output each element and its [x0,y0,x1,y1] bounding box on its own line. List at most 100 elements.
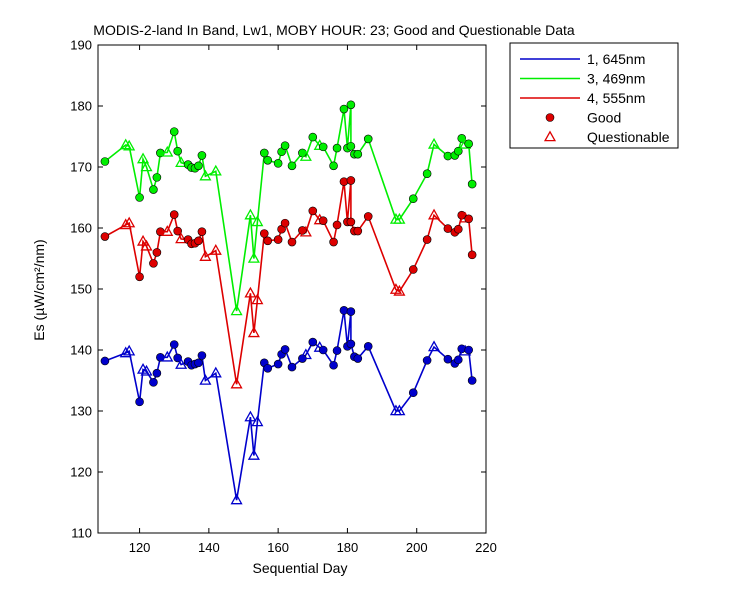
data-point-good [194,358,203,368]
data-point-good [339,306,349,315]
y-tick-label: 180 [70,99,92,114]
series-4-555nm [100,176,477,389]
data-point-good [169,210,179,219]
data-point-questionable [230,377,243,389]
legend-label: Good [587,110,621,126]
legend-triangle-swatch [543,130,557,142]
data-point-good [453,224,463,234]
data-point-good [363,342,373,351]
data-point-good [318,345,328,355]
data-point-good [339,177,349,186]
data-point-questionable [161,350,174,362]
data-point-good [422,356,432,365]
data-point-good [332,346,342,355]
data-point-good [467,179,477,189]
y-tick-label: 140 [70,343,92,358]
data-point-good [149,378,158,387]
data-point-questionable [393,284,406,296]
legend-items: 1, 645nm 3, 469nm 4, 555nm Good Questionable [520,51,670,145]
data-point-good [329,237,338,247]
data-point-good [259,148,269,158]
data-point-questionable [251,293,264,305]
x-tick-label: 120 [129,540,151,555]
data-point-good [173,226,182,236]
data-point-good [173,353,182,363]
data-point-good [318,142,328,152]
series-1-645nm [100,306,477,505]
data-point-good [332,143,342,153]
legend-item: Good [545,110,621,126]
data-point-good [329,360,338,370]
data-point-good [135,193,144,202]
y-tick-label: 150 [70,282,92,297]
data-point-good [443,354,453,364]
x-tick-label: 200 [406,540,428,555]
y-tick-label: 160 [70,221,92,236]
data-point-questionable [247,326,260,338]
data-point-good [363,212,373,221]
data-point-questionable [251,215,264,227]
data-point-good [263,363,273,373]
data-point-good [308,337,318,347]
chart-title: MODIS-2-land In Band, Lw1, MOBY HOUR: 23… [93,22,575,38]
data-point-good [339,104,349,114]
data-point-questionable [299,348,312,360]
data-point-good [169,340,179,349]
data-point-good [363,134,373,144]
data-point-good [263,236,273,246]
data-point-good [346,339,356,349]
data-point-good [464,214,473,224]
legend-label: 3, 469nm [587,71,645,87]
plot-area [97,44,487,534]
data-point-good [287,161,297,171]
data-point-good [259,229,269,238]
data-point-good [353,149,363,159]
data-point-questionable [175,232,188,244]
legend-label: 4, 555nm [587,90,645,106]
data-point-good [280,218,290,228]
data-point-good [197,151,207,160]
data-point-questionable [199,250,212,261]
data-point-good [194,161,203,171]
data-point-good [457,134,467,143]
legend-box [509,42,679,149]
data-point-good [353,354,363,363]
data-point-good [135,397,144,407]
data-point-questionable [140,239,153,251]
data-point-questionable [244,410,257,422]
data-point-questionable [136,234,150,246]
data-point-good [443,224,453,233]
data-point-questionable [161,145,174,157]
data-point-questionable [123,344,136,356]
x-tick-label: 220 [475,540,497,555]
data-point-good [408,194,418,204]
data-point-good [173,146,182,156]
data-point-good [135,272,144,282]
data-point-good [464,139,473,149]
x-tick-label: 180 [337,540,359,555]
data-point-questionable [175,358,188,369]
data-point-questionable [393,404,406,416]
y-axis-ticks: 110 120 130 140 150 160 170 180 190 [70,38,486,541]
data-point-questionable [244,286,257,298]
data-point-questionable [247,448,260,460]
data-point-questionable [209,366,222,378]
data-point-good [273,359,283,369]
data-point-good [332,220,342,230]
data-point-questionable [123,216,136,228]
data-point-questionable [123,139,136,151]
data-point-questionable [247,251,260,263]
data-point-questionable [209,244,222,255]
legend: 1, 645nm 3, 469nm 4, 555nm Good Questionable [509,42,679,149]
x-axis-ticks: 120 140 160 180 200 220 [129,45,497,555]
data-point-good [287,362,297,372]
data-point-good [100,356,110,366]
data-point-good [152,368,162,378]
data-point-questionable [209,164,222,176]
data-point-good [308,132,318,142]
data-point-questionable [140,364,153,376]
data-point-questionable [199,169,212,181]
data-point-questionable [427,137,441,149]
data-point-questionable [427,208,441,220]
